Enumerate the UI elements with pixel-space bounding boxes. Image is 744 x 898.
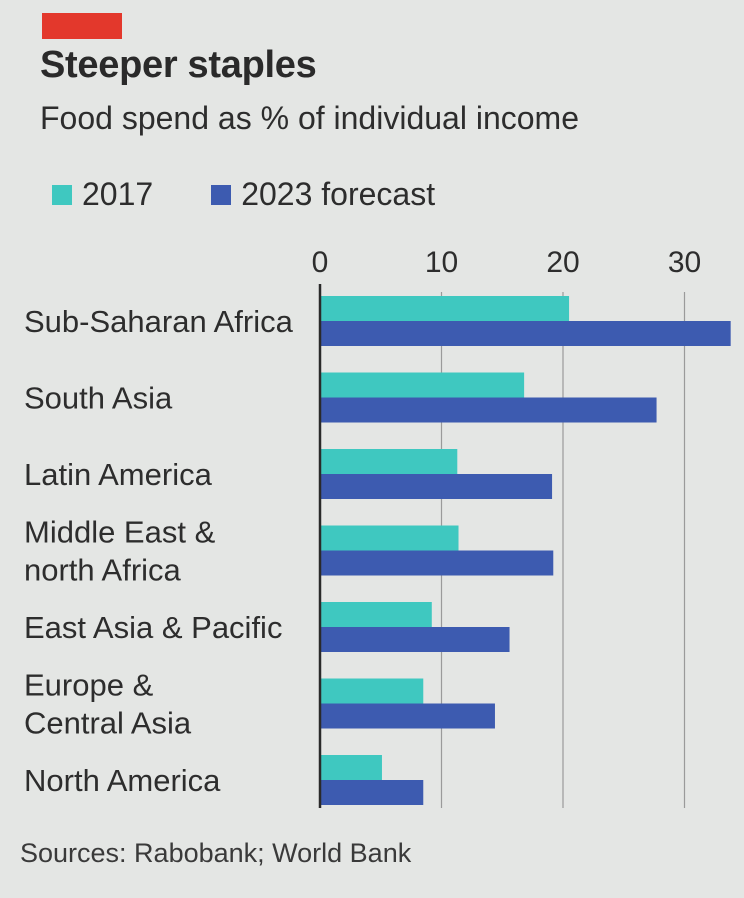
legend-item-2023: 2023 forecast [211,176,435,213]
category-label-0: Sub-Saharan Africa [24,304,294,339]
category-label-1: South Asia [24,381,173,416]
source-note: Sources: Rabobank; World Bank [20,838,412,868]
legend: 2017 2023 forecast [52,176,493,213]
legend-swatch-2017 [52,184,72,205]
category-label-5-line0: Europe & [24,668,154,703]
chart-subtitle: Food spend as % of individual income [40,100,579,136]
bar-2023-4 [320,627,510,652]
bar-2023-2 [320,474,553,499]
category-label-2: Latin America [24,457,213,492]
bar-2017-1 [320,372,525,398]
bar-2023-6 [320,780,424,805]
category-label-4: East Asia & Pacific [24,610,282,645]
bar-2023-5 [320,703,495,729]
bar-2023-1 [320,397,657,423]
bar-2017-5 [320,678,424,704]
legend-item-2017: 2017 [52,176,153,213]
bar-2017-0 [320,296,570,321]
legend-label-2023: 2023 forecast [241,176,436,212]
red-tag-bar [42,13,122,39]
bar-2023-3 [320,550,554,576]
bar-2017-2 [320,449,458,474]
legend-swatch-2023 [211,184,232,205]
category-label-3-line1: north Africa [24,553,182,588]
bar-2017-6 [320,755,382,780]
category-label-5-line1: Central Asia [24,706,192,741]
category-label-6: North America [24,763,221,798]
chart-title: Steeper staples [40,44,317,86]
x-tick-label-10: 10 [425,246,458,279]
x-tick-label-0: 0 [312,246,329,279]
x-tick-label-30: 30 [668,246,701,279]
bar-2017-3 [320,525,459,551]
x-tick-label-20: 20 [546,246,579,279]
bar-2023-0 [320,321,731,346]
bar-2017-4 [320,602,432,627]
legend-label-2017: 2017 [82,176,154,212]
category-label-3-line0: Middle East & [24,515,216,550]
